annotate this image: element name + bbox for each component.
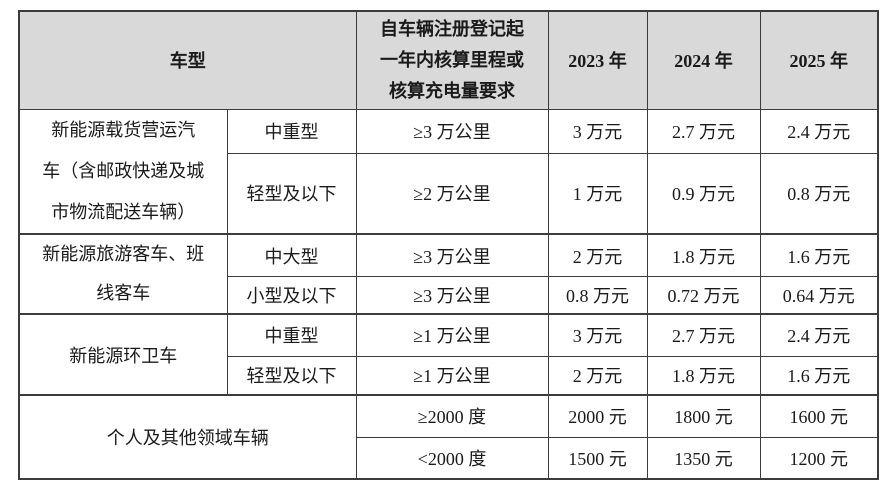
header-year-2023: 2023 年 xyxy=(547,10,648,110)
category-line: 个人及其他领域车辆 xyxy=(106,428,269,448)
value-cell-2023: 3 万元 xyxy=(547,313,648,357)
value-cell-2024: 1.8 万元 xyxy=(646,233,761,278)
value-cell-2023: 2000 元 xyxy=(547,394,648,438)
subtype-cell: 轻型及以下 xyxy=(226,152,357,235)
table-row: 轻型及以下 ≥1 万公里 2 万元 1.8 万元 1.6 万元 xyxy=(19,355,879,396)
subtype-cell: 中重型 xyxy=(226,108,357,154)
category-cell-bus: 新能源旅游客车、班 线客车 xyxy=(18,233,228,315)
requirement-cell: ≥3 万公里 xyxy=(355,108,549,154)
table-row: <2000 度 1500 元 1350 元 1200 元 xyxy=(19,436,879,480)
table-row: 轻型及以下 ≥2 万公里 1 万元 0.9 万元 0.8 万元 xyxy=(19,152,879,235)
value-cell-2024: 1800 元 xyxy=(646,394,761,438)
category-cell-sanitation: 新能源环卫车 xyxy=(18,313,228,396)
subsidy-table: 车型 自车辆注册登记起 一年内核算里程或 核算充电量要求 2023 年 2024… xyxy=(18,10,879,480)
header-requirement-line: 一年内核算里程或 xyxy=(380,49,524,70)
header-requirement-line: 自车辆注册登记起 xyxy=(380,18,524,39)
category-line: 新能源载货营运汽 xyxy=(51,119,196,140)
category-cell-freight: 新能源载货营运汽 车（含邮政快递及城 市物流配送车辆） xyxy=(18,108,228,235)
value-cell-2023: 2 万元 xyxy=(547,233,648,278)
table-row: 新能源环卫车 中重型 ≥1 万公里 3 万元 2.7 万元 2.4 万元 xyxy=(18,313,879,396)
value-cell-2025: 2.4 万元 xyxy=(759,108,879,154)
table-row: 新能源旅游客车、班 线客车 中大型 ≥3 万公里 2 万元 1.8 万元 1.6… xyxy=(18,233,879,315)
category-line: 新能源旅游客车、班 xyxy=(42,244,205,264)
requirement-cell: ≥2000 度 xyxy=(355,394,549,438)
subtype-cell: 中重型 xyxy=(226,313,357,357)
category-line: 车（含邮政快递及城 xyxy=(42,160,205,181)
requirement-cell: ≥1 万公里 xyxy=(355,313,549,357)
value-cell-2023: 3 万元 xyxy=(547,108,648,154)
value-cell-2024: 1350 元 xyxy=(646,436,761,480)
table-row: 新能源载货营运汽 车（含邮政快递及城 市物流配送车辆） 中重型 ≥3 万公里 3… xyxy=(18,108,879,235)
value-cell-2025: 1.6 万元 xyxy=(759,355,879,396)
requirement-cell: ≥2 万公里 xyxy=(355,152,549,235)
subsidy-table-container: 车型 自车辆注册登记起 一年内核算里程或 核算充电量要求 2023 年 2024… xyxy=(18,10,879,480)
subtype-cell: 中大型 xyxy=(226,233,357,278)
category-line: 市物流配送车辆） xyxy=(51,201,196,222)
header-vehicle-type: 车型 xyxy=(18,10,357,110)
value-cell-2025: 1600 元 xyxy=(759,394,879,438)
value-cell-2024: 2.7 万元 xyxy=(646,313,761,357)
table-row: 个人及其他领域车辆 ≥2000 度 2000 元 1800 元 1600 元 xyxy=(18,394,879,480)
category-line: 新能源环卫车 xyxy=(69,345,178,366)
requirement-cell: <2000 度 xyxy=(355,436,549,480)
value-cell-2024: 2.7 万元 xyxy=(646,108,761,154)
requirement-cell: ≥1 万公里 xyxy=(355,355,549,396)
subtype-cell: 小型及以下 xyxy=(226,276,357,315)
value-cell-2023: 2 万元 xyxy=(547,355,648,396)
header-requirement: 自车辆注册登记起 一年内核算里程或 核算充电量要求 xyxy=(355,10,549,110)
subtype-cell: 轻型及以下 xyxy=(226,355,357,396)
requirement-cell: ≥3 万公里 xyxy=(355,276,549,315)
value-cell-2025: 0.64 万元 xyxy=(759,276,879,315)
value-cell-2023: 1500 元 xyxy=(547,436,648,480)
header-year-2025: 2025 年 xyxy=(759,10,879,110)
value-cell-2024: 1.8 万元 xyxy=(646,355,761,396)
header-year-2024: 2024 年 xyxy=(646,10,761,110)
value-cell-2025: 1200 元 xyxy=(759,436,879,480)
category-line: 线客车 xyxy=(96,283,151,303)
value-cell-2024: 0.9 万元 xyxy=(646,152,761,235)
category-cell-personal: 个人及其他领域车辆 xyxy=(18,394,357,480)
value-cell-2023: 1 万元 xyxy=(547,152,648,235)
value-cell-2025: 1.6 万元 xyxy=(759,233,879,278)
value-cell-2023: 0.8 万元 xyxy=(547,276,648,315)
header-requirement-line: 核算充电量要求 xyxy=(389,80,515,101)
table-row: 小型及以下 ≥3 万公里 0.8 万元 0.72 万元 0.64 万元 xyxy=(19,276,879,315)
value-cell-2024: 0.72 万元 xyxy=(646,276,761,315)
value-cell-2025: 0.8 万元 xyxy=(759,152,879,235)
value-cell-2025: 2.4 万元 xyxy=(759,313,879,357)
requirement-cell: ≥3 万公里 xyxy=(355,233,549,278)
